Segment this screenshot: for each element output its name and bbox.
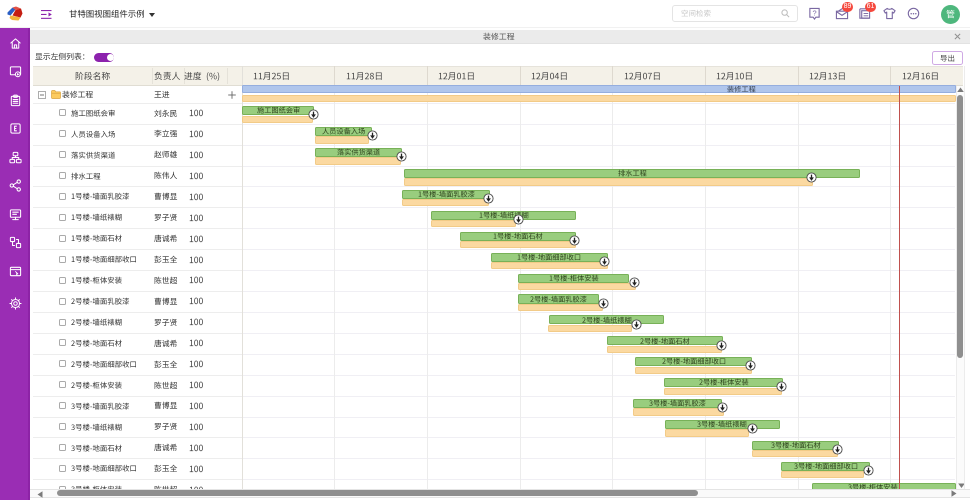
svg-text:?: ? — [812, 8, 816, 17]
